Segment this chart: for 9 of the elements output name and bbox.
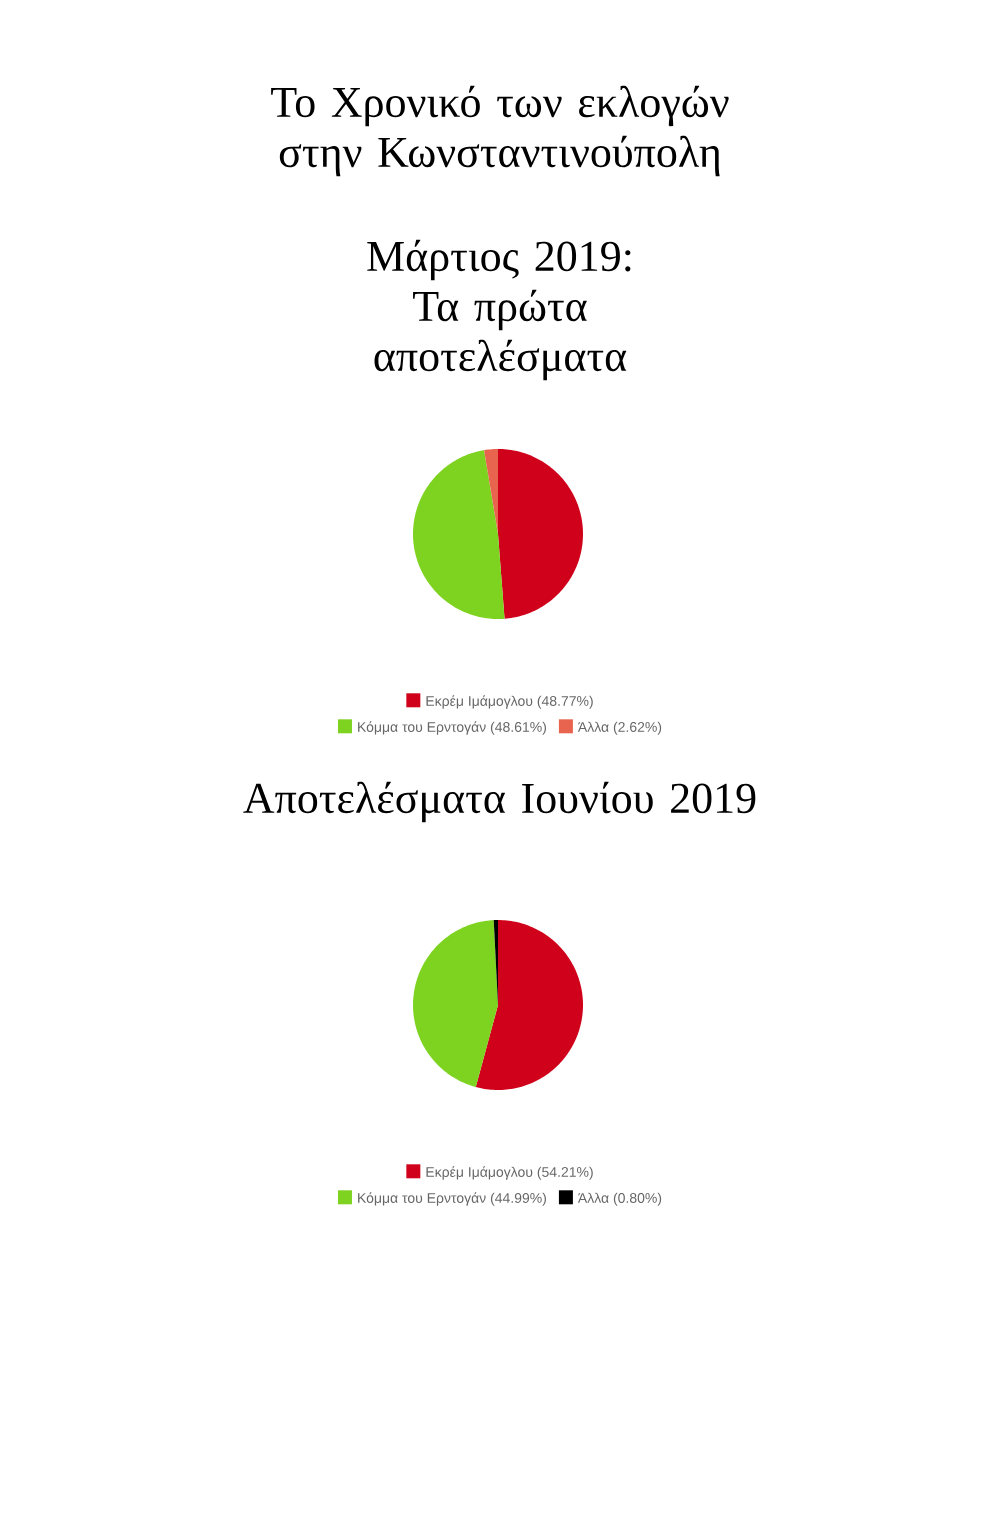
legend-label: Άλλα (0.80%) xyxy=(577,1192,662,1206)
legend-label: Κόμμα του Ερντογάν (44.99%) xyxy=(358,1192,546,1206)
chart-subtitle: Μάρτιος 2019: Τα πρώτα αποτελέσματα xyxy=(367,239,631,381)
chart-title: Το Χρονικό των εκλογών στην Κωνσταντινούπολη xyxy=(271,85,729,177)
legend-label: Άλλα (2.62%) xyxy=(577,721,662,735)
legend-label: Κόμμα του Ερντογάν (48.61%) xyxy=(358,721,546,735)
legend-label: Εκρέμ Ιμάμογλου (48.77%) xyxy=(426,695,593,709)
chart-title: Αποτελέσματα Ιουνίου 2019 xyxy=(243,781,756,823)
legend-label: Εκρέμ Ιμάμογλου (54.21%) xyxy=(426,1166,593,1180)
